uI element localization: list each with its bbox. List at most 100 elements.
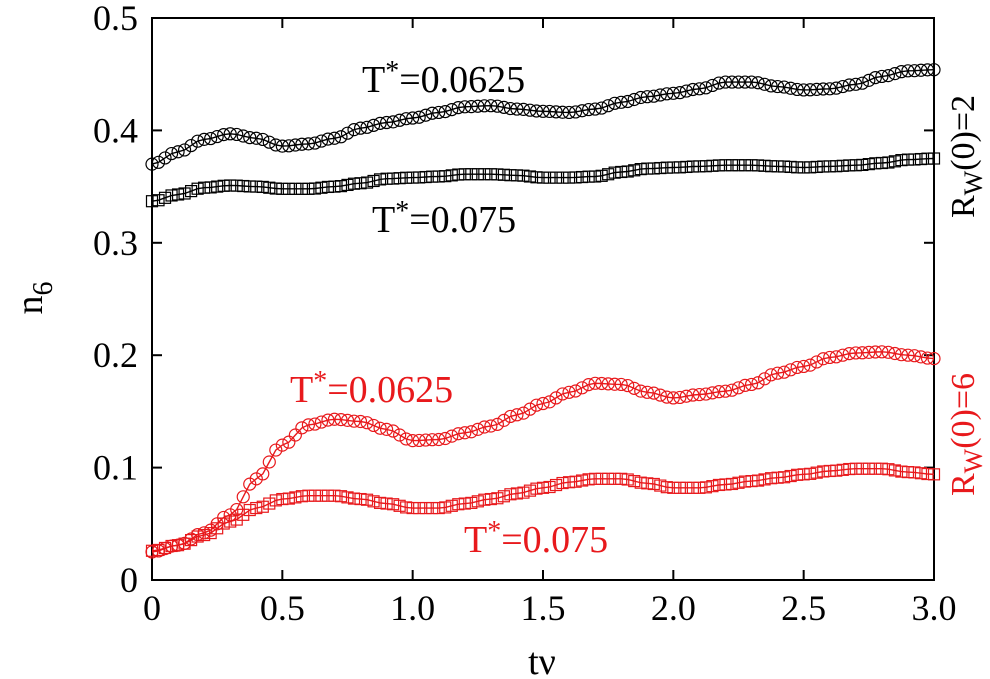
data-point <box>491 168 504 181</box>
data-point <box>920 351 935 365</box>
data-point <box>380 497 393 510</box>
group-label-rest: (0)=6 <box>945 373 982 449</box>
data-point <box>634 163 647 176</box>
data-point <box>288 428 302 442</box>
data-point <box>354 492 367 506</box>
data-point <box>868 345 882 359</box>
data-point <box>751 159 765 172</box>
data-point <box>373 496 387 510</box>
data-point <box>706 480 719 493</box>
data-point <box>412 433 426 448</box>
data-point <box>914 63 928 77</box>
data-point <box>614 95 628 109</box>
data-point <box>327 131 342 145</box>
data-point <box>686 160 699 173</box>
y-tick-label: 0.3 <box>93 223 138 263</box>
data-point <box>210 129 224 144</box>
data-point <box>328 180 341 193</box>
data-point <box>751 474 765 487</box>
data-point <box>295 182 308 195</box>
data-point <box>810 160 823 174</box>
y-tick-label: 0.5 <box>93 0 138 38</box>
data-point <box>477 420 491 434</box>
data-point <box>353 414 368 429</box>
data-point <box>165 539 178 553</box>
data-point <box>771 160 784 173</box>
y-tick-label: 0.4 <box>93 110 138 150</box>
data-point <box>400 171 413 184</box>
data-point <box>334 180 348 193</box>
data-point <box>589 170 602 183</box>
data-point <box>907 64 922 78</box>
data-point <box>224 179 237 192</box>
data-point <box>223 127 237 141</box>
data-point <box>875 69 889 84</box>
data-point <box>484 419 498 433</box>
data-point <box>614 377 628 392</box>
data-point <box>373 116 387 130</box>
data-point <box>145 195 159 208</box>
data-point <box>568 384 583 398</box>
data-point <box>321 489 335 502</box>
data-point <box>615 472 628 485</box>
data-point <box>419 433 433 447</box>
data-point <box>413 501 426 515</box>
data-point <box>458 426 472 440</box>
data-point <box>425 433 439 447</box>
data-point <box>914 467 928 480</box>
data-point <box>843 159 856 172</box>
data-point <box>386 424 400 438</box>
data-point <box>842 78 856 92</box>
data-point <box>718 75 733 89</box>
data-point <box>621 473 634 486</box>
plot-area: 0 0.5 1.0 1.5 2.0 2.5 3.0 0 0.1 0.2 0.3 0.4 0.5 <box>93 0 957 628</box>
data-point <box>569 171 582 184</box>
data-point <box>731 75 746 89</box>
data-point <box>602 472 615 485</box>
data-point <box>471 495 484 508</box>
data-point <box>198 528 211 542</box>
data-point <box>667 161 680 174</box>
data-point <box>185 533 198 547</box>
series-label-rest: =0.075 <box>409 199 516 241</box>
data-point <box>367 174 380 188</box>
data-point <box>849 159 862 172</box>
data-point <box>477 99 491 113</box>
data-point <box>725 477 739 491</box>
data-point <box>823 82 837 96</box>
data-point <box>797 468 810 481</box>
series-black-circle <box>145 63 941 171</box>
data-point <box>366 418 381 433</box>
data-point <box>673 481 686 494</box>
data-point <box>478 168 491 181</box>
data-point <box>217 517 230 530</box>
data-point <box>732 159 745 172</box>
data-point <box>393 428 407 442</box>
data-point <box>314 415 329 429</box>
data-point <box>791 468 804 481</box>
data-point <box>151 155 166 169</box>
data-point <box>471 422 485 436</box>
data-point <box>282 139 296 153</box>
series-label-main: T <box>362 59 385 101</box>
data-point <box>549 105 563 119</box>
data-point <box>751 376 765 390</box>
group-label-sub: W <box>959 448 988 473</box>
data-point <box>862 462 875 475</box>
data-point <box>295 137 309 151</box>
data-point <box>738 75 752 89</box>
data-point <box>171 145 185 159</box>
data-point <box>484 99 498 113</box>
data-point <box>836 348 850 362</box>
data-point <box>230 127 244 142</box>
data-point <box>327 412 342 426</box>
data-point <box>791 161 804 174</box>
data-point <box>262 455 276 469</box>
data-point <box>803 358 817 372</box>
data-point <box>211 522 224 535</box>
data-point <box>797 161 810 174</box>
data-point <box>582 473 595 486</box>
data-point <box>439 170 452 183</box>
data-point <box>490 417 504 431</box>
data-point <box>842 347 856 361</box>
